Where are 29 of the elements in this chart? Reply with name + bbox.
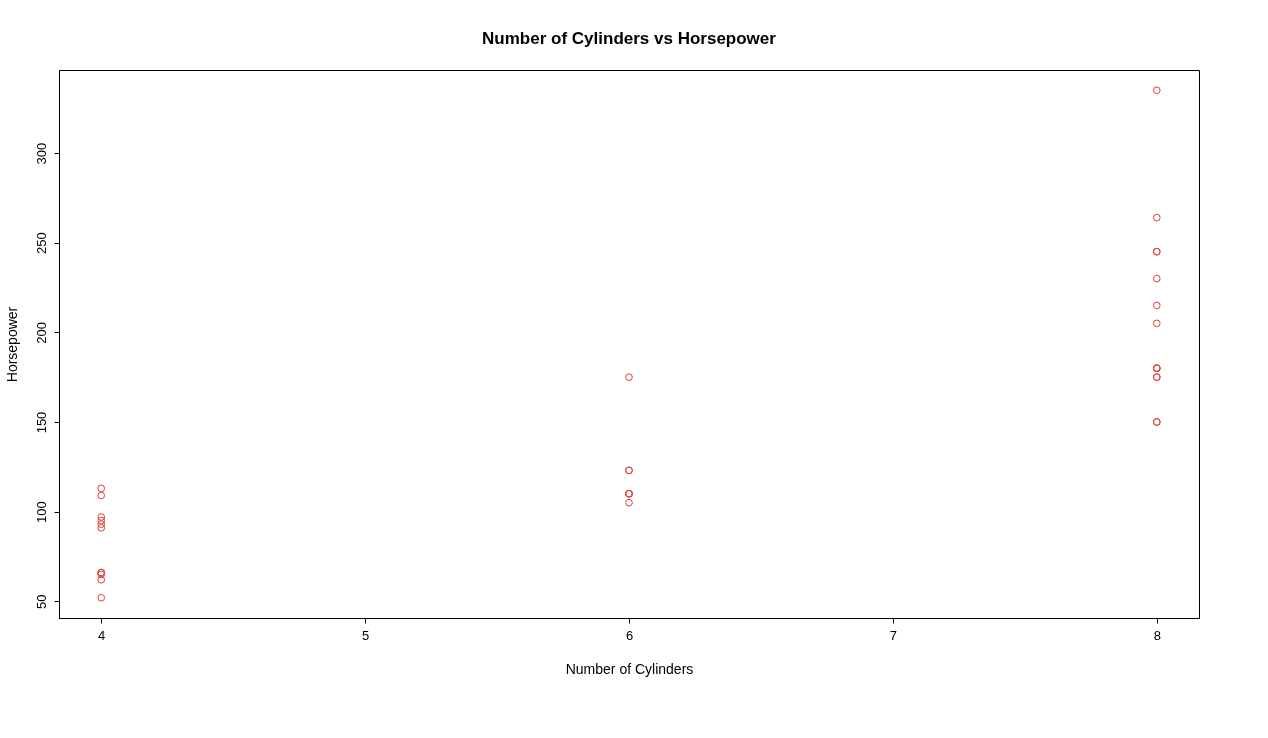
chart-title: Number of Cylinders vs Horsepower [482,29,777,48]
point [1152,86,1161,95]
point [1152,274,1161,283]
point [97,575,106,584]
point [97,516,106,525]
x-axis-title: Number of Cylinders [565,660,694,677]
y-tick-label: 250 [33,232,49,255]
point [1152,319,1161,328]
y-tick-label: 300 [33,142,49,165]
point [97,513,106,521]
y-tick-label: 150 [33,411,49,434]
y-axis-title: Horsepower [3,306,20,383]
point [1152,301,1161,310]
point [625,498,633,507]
x-tick-label: 7 [889,627,898,643]
point [97,520,106,529]
point [97,523,106,532]
y-tick-label: 100 [33,501,49,523]
point [97,593,106,602]
x-tick-label: 4 [98,627,106,643]
point [97,484,106,493]
x-tick-label: 5 [361,627,370,643]
x-tick-label: 8 [1153,627,1161,643]
point [625,373,633,382]
y-tick-label: 200 [33,321,49,344]
point [1152,213,1161,222]
x-tick-label: 6 [625,627,634,643]
y-tick-label: 50 [33,594,49,610]
point [97,491,106,500]
